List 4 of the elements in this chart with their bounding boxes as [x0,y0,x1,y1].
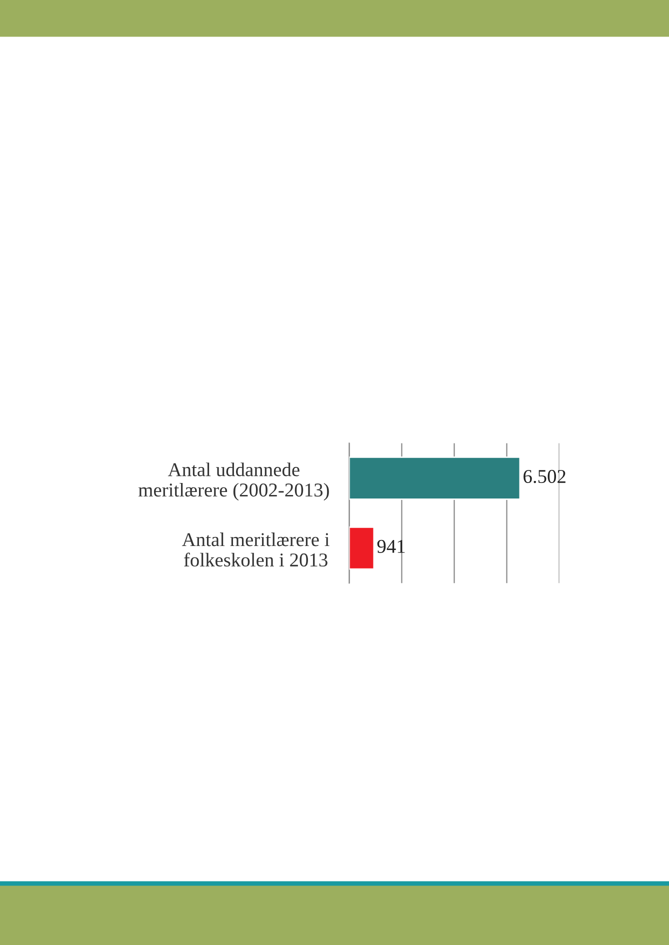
data-label: 941 [377,540,405,553]
y-tick-label: Antal meritlærere i folkeskolen i 2013 [182,532,330,567]
data-label: 6.502 [524,470,566,484]
y-tick-label: Antal uddannede meritlærere (2002-2013) [138,462,329,501]
